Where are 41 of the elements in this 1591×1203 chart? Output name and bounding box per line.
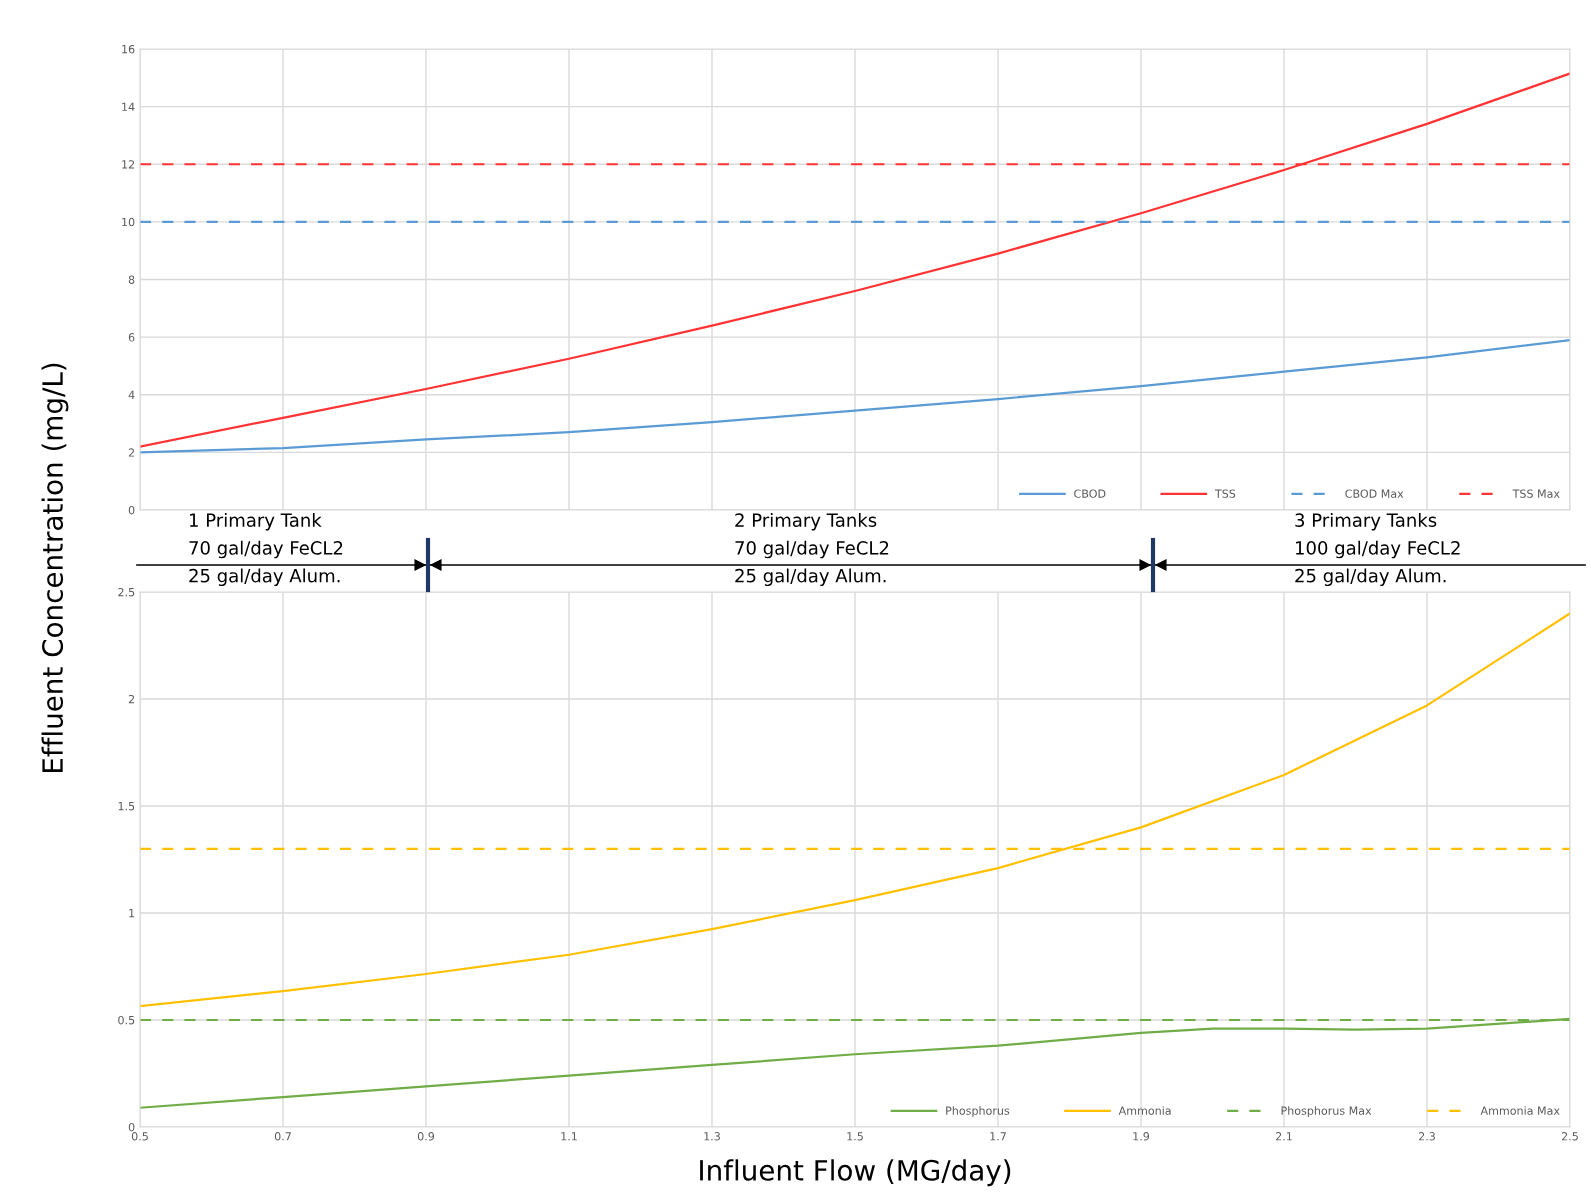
line-series bbox=[140, 338, 1570, 454]
y-tick-label: 2 bbox=[128, 694, 135, 704]
legend-label: Phosphorus Max bbox=[1281, 1106, 1372, 1117]
x-tick-label: 0.9 bbox=[417, 1132, 435, 1141]
y-tick-label: 10 bbox=[122, 217, 135, 227]
text: 3 Primary Tanks 100 gal/day FeCL2 25 gal/day Alum. bbox=[1295, 513, 1460, 586]
y-tick-label: 6 bbox=[128, 333, 135, 342]
y-tick-label: 4 bbox=[128, 390, 135, 399]
line-series bbox=[140, 612, 1570, 1008]
legend-label: Ammonia Max bbox=[1480, 1106, 1560, 1115]
x-tick-label: 1.9 bbox=[1133, 1132, 1150, 1141]
x-tick-label: 2.3 bbox=[1418, 1132, 1435, 1141]
y-axis-title: Effluent Concentration (mg/L) bbox=[41, 363, 69, 772]
legend-label: TSS bbox=[1214, 489, 1236, 498]
x-tick-label: 0.7 bbox=[274, 1132, 291, 1141]
x-tick-label: 1.5 bbox=[847, 1132, 863, 1141]
x-tick-label: 1.7 bbox=[990, 1132, 1006, 1141]
text: 2 Primary Tanks 70 gal/day FeCL2 25 gal/day Alum. bbox=[735, 513, 889, 586]
text: 1 Primary Tank 70 gal/day FeCL2 25 gal/day Alum. bbox=[189, 513, 343, 586]
legend-label: CBOD Max bbox=[1345, 489, 1404, 498]
x-tick-label: 1.1 bbox=[561, 1132, 577, 1141]
legend-label: Ammonia bbox=[1118, 1106, 1171, 1115]
y-tick-label: 0 bbox=[128, 1122, 135, 1132]
y-tick-label: 8 bbox=[128, 275, 135, 284]
y-tick-label: 1.5 bbox=[118, 802, 135, 811]
y-tick-label: 14 bbox=[122, 102, 135, 111]
legend-label: TSS Max bbox=[1512, 489, 1560, 498]
y-tick-label: 1 bbox=[129, 909, 135, 918]
y-tick-label: 2 bbox=[128, 448, 135, 457]
y-tick-label: 2.5 bbox=[118, 587, 135, 597]
y-tick-label: 0.5 bbox=[118, 1015, 135, 1025]
x-tick-label: 2.5 bbox=[1561, 1132, 1578, 1141]
x-axis-title: Influent Flow (MG/day) bbox=[700, 1159, 1011, 1187]
legend-label: CBOD bbox=[1074, 489, 1106, 498]
legend-label: Phosphorus bbox=[946, 1106, 1010, 1117]
y-tick-label: 0 bbox=[128, 505, 135, 515]
y-tick-label: 12 bbox=[122, 160, 135, 169]
line-series bbox=[140, 72, 1570, 448]
x-tick-label: 1.3 bbox=[704, 1132, 720, 1141]
y-tick-label: 16 bbox=[122, 44, 135, 54]
x-tick-label: 2.1 bbox=[1275, 1132, 1292, 1141]
